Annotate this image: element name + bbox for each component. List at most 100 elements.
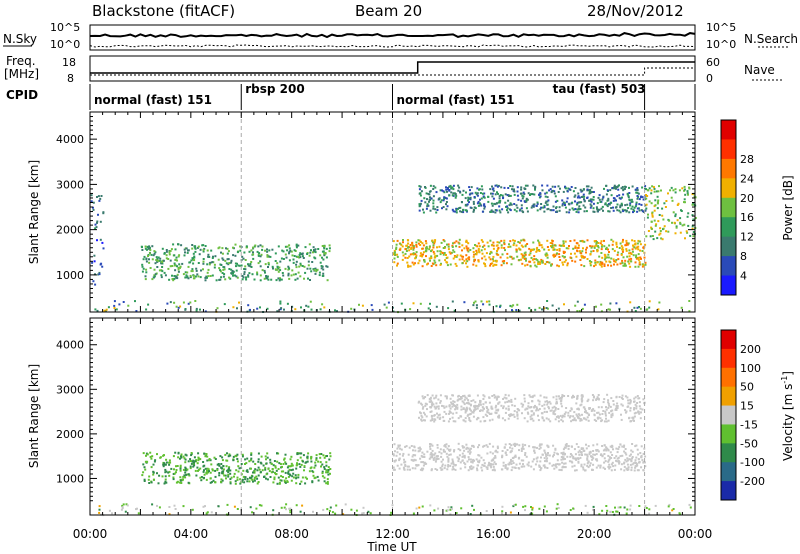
velocity-echo xyxy=(209,471,212,474)
power-echo xyxy=(215,279,218,282)
power-echo xyxy=(545,200,548,203)
velocity-echo xyxy=(208,458,211,460)
velocity-echo xyxy=(188,474,191,477)
power-echo xyxy=(620,245,623,248)
velocity-echo xyxy=(615,455,618,458)
power-echo xyxy=(468,197,471,200)
power-echo xyxy=(260,253,263,256)
power-echo xyxy=(472,210,475,213)
power-echo xyxy=(500,246,503,249)
velocity-echo xyxy=(412,449,414,452)
velocity-echo xyxy=(178,481,181,484)
power-echo xyxy=(506,207,509,210)
power-echo xyxy=(567,202,570,205)
velocity-echo xyxy=(610,457,613,459)
power-echo xyxy=(319,254,322,257)
velocity-echo xyxy=(560,469,563,472)
velocity-echo xyxy=(567,411,570,414)
power-echo xyxy=(195,309,198,312)
power-echo xyxy=(502,262,505,265)
power-echo xyxy=(576,310,579,313)
power-echo xyxy=(633,210,636,213)
velocity-echo xyxy=(532,446,535,449)
velocity-echo xyxy=(257,474,260,477)
velocity-echo xyxy=(448,453,451,456)
power-echo xyxy=(323,254,326,257)
velocity-echo xyxy=(221,479,224,482)
velocity-echo xyxy=(291,468,294,471)
velocity-echo xyxy=(142,452,145,455)
power-echo xyxy=(472,200,475,203)
power-echo xyxy=(467,250,470,253)
power-echo xyxy=(547,248,550,251)
velocity-echo xyxy=(445,395,448,398)
velocity-echo xyxy=(553,405,556,408)
velocity-echo xyxy=(438,451,441,454)
velocity-echo xyxy=(548,462,551,465)
velocity-echo xyxy=(609,451,612,454)
power-echo xyxy=(490,202,493,205)
power-echo xyxy=(687,212,690,215)
velocity-echo xyxy=(620,468,623,471)
velocity-echo xyxy=(146,453,149,456)
power-echo xyxy=(432,199,435,202)
power-echo xyxy=(659,230,662,232)
power-echo xyxy=(544,192,547,195)
velocity-echo xyxy=(421,467,423,470)
velocity-echo xyxy=(613,457,616,459)
velocity-echo xyxy=(257,460,260,463)
power-echo xyxy=(628,186,630,189)
velocity-echo xyxy=(589,462,592,465)
power-echo xyxy=(448,185,451,188)
power-echo xyxy=(176,277,179,280)
velocity-echo xyxy=(624,451,627,454)
power-echo xyxy=(445,254,447,256)
power-echo xyxy=(546,184,549,187)
power-echo xyxy=(631,250,634,253)
velocity-echo xyxy=(432,403,435,406)
power-echo xyxy=(306,253,309,255)
power-echo xyxy=(498,201,501,204)
power-echo xyxy=(102,212,105,215)
velocity-echo xyxy=(636,469,639,472)
power-echo xyxy=(434,261,437,264)
power-echo xyxy=(145,268,148,271)
velocity-colorbar-labels: 200 100 50 15 -15 -50 -100 -200 xyxy=(740,343,765,488)
velocity-echo xyxy=(187,460,190,463)
velocity-echo xyxy=(126,504,129,507)
velocity-echo xyxy=(279,479,282,482)
velocity-echo xyxy=(579,404,582,407)
velocity-echo xyxy=(361,512,364,515)
velocity-echo xyxy=(461,459,464,462)
velocity-echo xyxy=(605,505,608,507)
power-echo xyxy=(299,262,302,265)
power-echo xyxy=(579,240,582,243)
velocity-echo xyxy=(565,443,568,445)
velocity-echo xyxy=(597,397,600,400)
power-echo xyxy=(419,254,422,257)
power-echo xyxy=(272,267,274,270)
power-echo xyxy=(532,184,535,187)
power-echo xyxy=(487,200,490,203)
velocity-echo xyxy=(475,418,478,421)
velocity-echo xyxy=(578,449,581,452)
velocity-echo xyxy=(398,467,401,470)
velocity-echo xyxy=(429,411,432,413)
power-echo xyxy=(490,251,493,254)
power-echo xyxy=(610,257,613,260)
velocity-echo xyxy=(218,472,221,474)
power-echo xyxy=(616,263,619,266)
velocity-echo xyxy=(439,394,442,397)
velocity-echo xyxy=(483,444,486,447)
velocity-echo xyxy=(462,446,465,449)
power-echo xyxy=(487,195,490,198)
power-echo xyxy=(601,256,604,259)
power-echo xyxy=(607,197,610,200)
power-echo xyxy=(428,245,431,248)
velocity-echo xyxy=(447,457,450,460)
power-echo xyxy=(512,257,515,260)
power-echo xyxy=(232,274,234,277)
power-echo xyxy=(92,208,95,211)
velocity-echo xyxy=(150,457,153,460)
